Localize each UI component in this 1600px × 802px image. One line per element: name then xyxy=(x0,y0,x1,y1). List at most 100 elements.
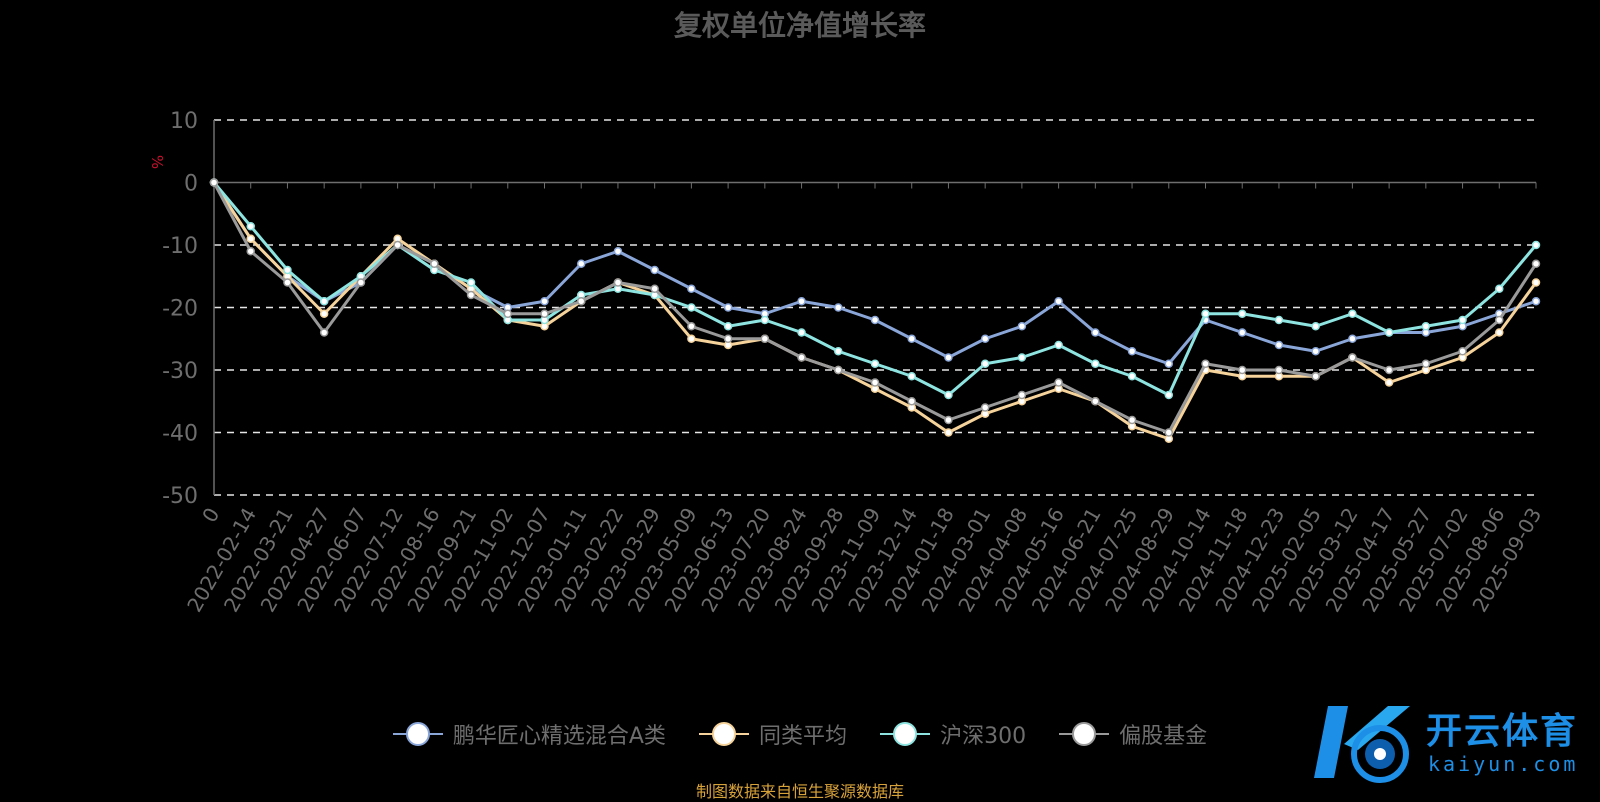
data-point[interactable] xyxy=(944,390,953,400)
data-point[interactable] xyxy=(1348,353,1357,362)
legend-item-peer-average[interactable]: 同类平均 xyxy=(698,718,847,750)
legend-item-fund[interactable]: 鹏华匠心精选混合A类 xyxy=(392,718,666,750)
y-tick-label: -40 xyxy=(162,422,198,447)
data-point[interactable] xyxy=(1274,340,1284,350)
data-point[interactable] xyxy=(980,359,990,368)
data-point[interactable] xyxy=(760,315,770,325)
data-point[interactable] xyxy=(1384,378,1394,387)
data-point[interactable] xyxy=(944,353,953,362)
data-point[interactable] xyxy=(613,247,623,256)
data-point[interactable] xyxy=(797,328,806,337)
data-point[interactable] xyxy=(1237,328,1247,337)
data-point[interactable] xyxy=(540,309,549,318)
data-point[interactable] xyxy=(687,322,696,331)
data-point[interactable] xyxy=(576,259,586,268)
data-point[interactable] xyxy=(1274,365,1284,375)
data-point[interactable] xyxy=(1531,278,1541,287)
data-point[interactable] xyxy=(1017,353,1027,362)
data-point[interactable] xyxy=(650,284,659,293)
data-point[interactable] xyxy=(870,378,880,387)
data-point[interactable] xyxy=(1348,334,1357,343)
data-point[interactable] xyxy=(834,347,843,356)
legend-label: 同类平均 xyxy=(758,724,847,749)
data-point[interactable] xyxy=(246,247,255,256)
data-point[interactable] xyxy=(1237,309,1247,318)
data-point[interactable] xyxy=(1311,347,1320,356)
data-point[interactable] xyxy=(723,322,733,331)
data-point[interactable] xyxy=(319,309,329,318)
data-point[interactable] xyxy=(980,334,990,343)
data-point[interactable] xyxy=(246,222,255,231)
legend-item-equity-funds[interactable]: 偏股基金 xyxy=(1059,718,1207,750)
data-point[interactable] xyxy=(1127,347,1137,356)
data-point[interactable] xyxy=(797,353,806,362)
data-point[interactable] xyxy=(870,359,880,368)
data-point[interactable] xyxy=(907,372,916,381)
data-point[interactable] xyxy=(723,334,733,343)
data-point[interactable] xyxy=(613,278,623,287)
data-point[interactable] xyxy=(1127,372,1137,381)
data-point[interactable] xyxy=(1091,359,1100,368)
data-point[interactable] xyxy=(1384,365,1394,375)
data-point[interactable] xyxy=(907,334,916,343)
data-point[interactable] xyxy=(760,334,770,343)
data-point[interactable] xyxy=(1054,297,1063,306)
data-point[interactable] xyxy=(1531,297,1541,306)
data-point[interactable] xyxy=(283,278,292,287)
data-point[interactable] xyxy=(1495,328,1504,337)
data-point[interactable] xyxy=(540,297,549,306)
data-point[interactable] xyxy=(1201,309,1210,318)
data-point[interactable] xyxy=(687,334,696,343)
data-point[interactable] xyxy=(1164,390,1174,400)
legend-item-csi300[interactable]: 沪深300 xyxy=(880,718,1026,750)
data-point[interactable] xyxy=(1311,372,1320,381)
data-point[interactable] xyxy=(319,328,329,337)
data-point[interactable] xyxy=(1201,359,1210,368)
data-point[interactable] xyxy=(1495,284,1504,293)
data-point[interactable] xyxy=(503,309,513,318)
data-point[interactable] xyxy=(466,278,476,287)
data-point[interactable] xyxy=(1237,365,1247,375)
data-point[interactable] xyxy=(430,259,439,268)
data-point[interactable] xyxy=(1164,428,1174,437)
data-point[interactable] xyxy=(1164,359,1174,368)
data-point[interactable] xyxy=(1531,259,1541,268)
data-point[interactable] xyxy=(834,365,843,375)
data-point[interactable] xyxy=(466,290,476,300)
data-point[interactable] xyxy=(393,240,402,250)
data-point[interactable] xyxy=(209,178,219,187)
data-point[interactable] xyxy=(650,265,659,275)
data-point[interactable] xyxy=(944,415,953,425)
data-point[interactable] xyxy=(834,303,843,312)
data-point[interactable] xyxy=(1458,347,1467,356)
data-point[interactable] xyxy=(1311,322,1320,331)
data-point[interactable] xyxy=(1054,378,1063,387)
data-point[interactable] xyxy=(1384,328,1394,337)
data-point[interactable] xyxy=(907,397,916,406)
data-point[interactable] xyxy=(1495,315,1504,325)
data-point[interactable] xyxy=(283,265,292,275)
data-point[interactable] xyxy=(1458,315,1467,325)
data-point[interactable] xyxy=(246,234,255,243)
data-point[interactable] xyxy=(1531,240,1541,250)
data-point[interactable] xyxy=(870,315,880,325)
data-point[interactable] xyxy=(1421,322,1431,331)
data-point[interactable] xyxy=(687,284,696,293)
data-point[interactable] xyxy=(1091,397,1100,406)
data-point[interactable] xyxy=(980,403,990,412)
data-point[interactable] xyxy=(576,297,586,306)
data-point[interactable] xyxy=(1017,390,1027,400)
data-point[interactable] xyxy=(1421,359,1431,368)
data-point[interactable] xyxy=(356,278,366,287)
data-point[interactable] xyxy=(1274,315,1284,325)
data-point[interactable] xyxy=(1127,415,1137,425)
data-point[interactable] xyxy=(1348,309,1357,318)
data-point[interactable] xyxy=(1017,322,1027,331)
data-point[interactable] xyxy=(944,428,953,437)
data-point[interactable] xyxy=(1091,328,1100,337)
data-point[interactable] xyxy=(1054,340,1063,350)
data-point[interactable] xyxy=(723,303,733,312)
data-point[interactable] xyxy=(797,297,806,306)
data-point[interactable] xyxy=(319,297,329,306)
data-point[interactable] xyxy=(687,303,696,312)
